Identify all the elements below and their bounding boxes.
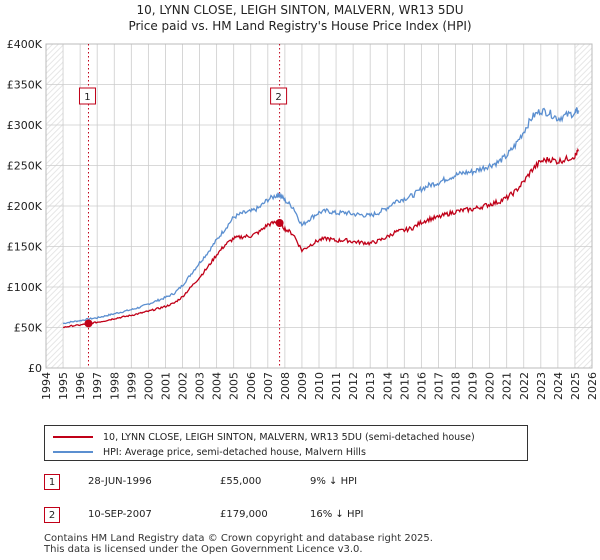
price-chart: £0 £50K £100K £150K £200K £250K £300K £350K £400… <box>7 38 599 400</box>
series-line <box>62 147 579 329</box>
transaction-hpi: 9% ↓ HPI <box>310 476 358 487</box>
footer-copyright: Contains HM Land Registry data © Crown c… <box>44 533 433 544</box>
x-tick-label: 2006 <box>245 372 258 400</box>
x-tick-label: 2019 <box>467 372 480 400</box>
x-tick-label: 2023 <box>535 372 548 400</box>
transaction-row: 2 10-SEP-2007 £179,000 16% ↓ HPI <box>44 507 464 525</box>
y-tick-label: £350K <box>7 79 43 92</box>
x-tick-label: 2016 <box>415 372 428 400</box>
y-tick-label: £400K <box>7 38 43 51</box>
x-tick-label: 2005 <box>228 372 241 400</box>
x-tick-label: 2026 <box>586 372 599 400</box>
legend: 10, LYNN CLOSE, LEIGH SINTON, MALVERN, W… <box>44 425 528 461</box>
y-tick-label: £250K <box>7 160 43 173</box>
transaction-badge: 2 <box>44 507 60 523</box>
series-line <box>62 106 580 325</box>
y-tick-label: £150K <box>7 241 43 254</box>
transaction-badge: 1 <box>44 474 60 490</box>
transaction-price: £55,000 <box>220 476 262 487</box>
x-tick-label: 1997 <box>91 372 104 400</box>
x-tick-label: 2011 <box>330 372 343 400</box>
x-tick-label: 1998 <box>108 372 121 400</box>
transaction-row: 1 28-JUN-1996 £55,000 9% ↓ HPI <box>44 474 464 492</box>
y-tick-label: £300K <box>7 119 43 132</box>
transaction-price: £179,000 <box>220 509 268 520</box>
x-tick-label: 1996 <box>74 372 87 400</box>
x-tick-label: 1994 <box>40 372 53 400</box>
x-tick-label: 2000 <box>142 372 155 400</box>
x-tick-label: 2012 <box>347 372 360 400</box>
y-tick-label: £200K <box>7 200 43 213</box>
event-marker-box <box>78 87 96 105</box>
x-tick-label: 2025 <box>569 372 582 400</box>
x-tick-label: 2021 <box>501 372 514 400</box>
x-tick-label: 2017 <box>432 372 445 400</box>
x-tick-label: 2024 <box>552 372 565 400</box>
x-tick-label: 2013 <box>364 372 377 400</box>
x-tick-label: 2015 <box>398 372 411 400</box>
transaction-date: 28-JUN-1996 <box>88 476 152 487</box>
x-tick-label: 2010 <box>313 372 326 400</box>
legend-swatch-hpi <box>53 451 93 453</box>
legend-item-hpi: HPI: Average price, semi-detached house,… <box>53 445 366 459</box>
legend-label-hpi: HPI: Average price, semi-detached house,… <box>103 446 366 458</box>
x-tick-label: 2003 <box>194 372 207 400</box>
x-tick-label: 2007 <box>262 372 275 400</box>
x-tick-label: 2018 <box>450 372 463 400</box>
plot-frame <box>45 43 593 369</box>
x-tick-label: 2001 <box>159 372 172 400</box>
x-tick-label: 1999 <box>125 372 138 400</box>
x-tick-label: 2002 <box>177 372 190 400</box>
event-marker-label: 2 <box>275 92 281 103</box>
event-marker-box <box>270 87 288 105</box>
x-tick-label: 2008 <box>279 372 292 400</box>
y-tick-label: £0 <box>28 362 42 375</box>
event-marker-label: 1 <box>84 92 90 103</box>
x-tick-label: 2014 <box>381 372 394 400</box>
chart-title: 10, LYNN CLOSE, LEIGH SINTON, MALVERN, W… <box>136 3 464 17</box>
x-tick-label: 1995 <box>57 372 70 400</box>
sale-point <box>84 319 93 328</box>
chart-subtitle: Price paid vs. HM Land Registry's House … <box>128 19 472 33</box>
legend-label-price: 10, LYNN CLOSE, LEIGH SINTON, MALVERN, W… <box>103 431 475 443</box>
footer-licence: This data is licensed under the Open Gov… <box>44 544 363 555</box>
y-tick-label: £50K <box>14 322 43 335</box>
x-tick-label: 2022 <box>518 372 531 400</box>
x-tick-label: 2020 <box>484 372 497 400</box>
sale-point <box>275 219 284 228</box>
transaction-date: 10-SEP-2007 <box>88 509 152 520</box>
legend-swatch-price <box>53 436 93 438</box>
legend-item-price: 10, LYNN CLOSE, LEIGH SINTON, MALVERN, W… <box>53 430 475 444</box>
x-tick-label: 2004 <box>211 372 224 400</box>
transaction-hpi: 16% ↓ HPI <box>310 509 364 520</box>
y-tick-label: £100K <box>7 281 43 294</box>
x-tick-label: 2009 <box>296 372 309 400</box>
